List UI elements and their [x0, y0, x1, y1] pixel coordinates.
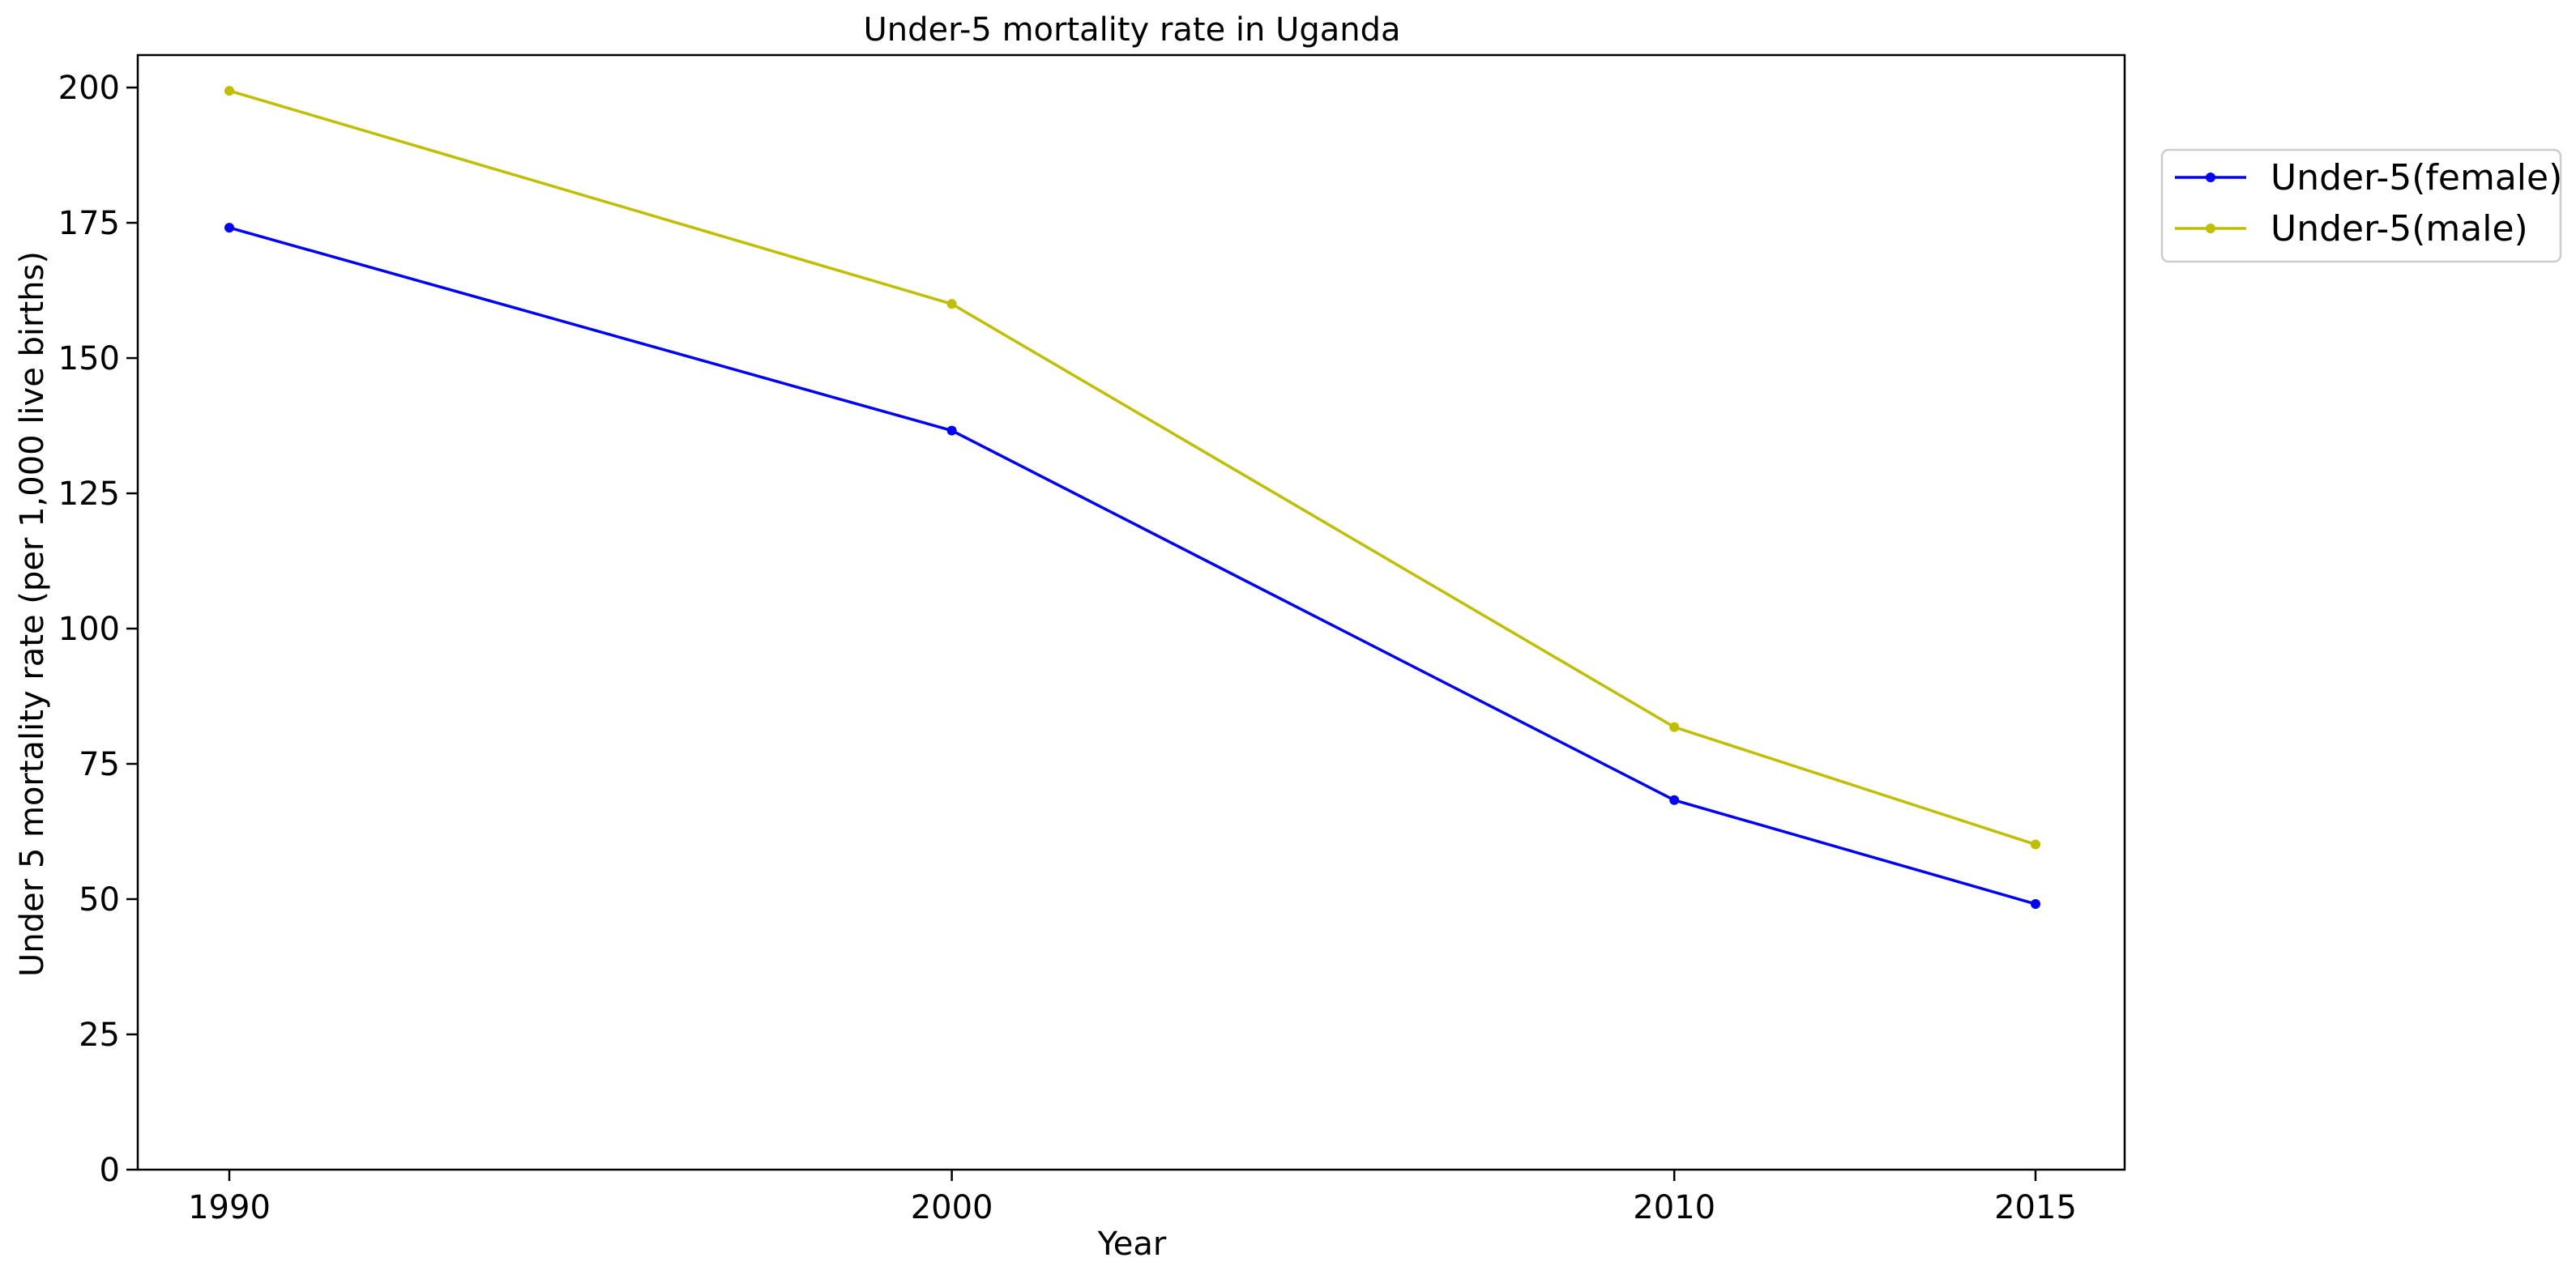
data-point: [946, 425, 957, 436]
y-tick-label: 25: [79, 1017, 120, 1054]
x-axis-label: Year: [1097, 1226, 1167, 1263]
y-tick-label: 75: [79, 746, 120, 783]
legend: Under-5(female) Under-5(male): [2160, 148, 2562, 263]
plot-area: 0 25 50 75 100 125 150 175 200 1990 2000 2010 2015: [58, 53, 2126, 1226]
series-line-0: [229, 226, 2036, 906]
plot-frame: [136, 53, 2126, 1171]
legend-box: [2160, 148, 2562, 263]
y-tick-label: 0: [100, 1152, 120, 1189]
y-axis-label: Under 5 mortality rate (per 1,000 live b…: [14, 251, 51, 977]
y-tick-label: 125: [58, 475, 120, 513]
data-point: [224, 223, 234, 233]
y-tick-label: 150: [58, 340, 120, 377]
y-tick-label: 50: [79, 881, 120, 919]
chart-title: Under-5 mortality rate in Uganda: [863, 11, 1400, 49]
legend-label: Under-5(male): [2271, 208, 2528, 249]
legend-swatch-marker: [2206, 173, 2215, 182]
data-point: [1669, 722, 1680, 732]
y-tick-label: 200: [58, 70, 120, 107]
data-point: [2031, 839, 2040, 850]
y-tick-label: 175: [58, 205, 120, 242]
x-tick-label: 2015: [1994, 1189, 2077, 1226]
data-point: [224, 86, 234, 96]
legend-swatch-marker: [2206, 224, 2215, 233]
x-tick-label: 2010: [1633, 1189, 1715, 1226]
data-point: [1669, 795, 1680, 805]
data-point: [946, 299, 957, 309]
y-tick-label: 100: [58, 611, 120, 648]
legend-label: Under-5(female): [2271, 157, 2562, 198]
series-line-1: [229, 89, 2036, 846]
data-point: [2031, 899, 2040, 910]
x-tick-label: 2000: [911, 1189, 993, 1226]
x-tick-label: 1990: [188, 1189, 271, 1226]
